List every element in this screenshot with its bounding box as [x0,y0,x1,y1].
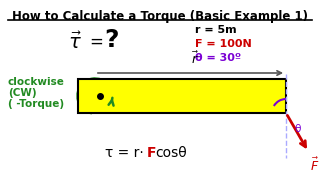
Text: clockwise: clockwise [8,77,65,87]
Text: θ = 30º: θ = 30º [195,53,241,63]
Bar [78,79,286,113]
Text: cosθ: cosθ [155,146,187,160]
Text: τ = r·: τ = r· [105,146,144,160]
Text: (CW): (CW) [8,88,36,98]
Text: $\vec{\tau}$: $\vec{\tau}$ [68,31,82,53]
Text: θ: θ [294,124,300,134]
Text: $\vec{F}$: $\vec{F}$ [310,157,320,174]
Text: ?: ? [104,28,118,52]
Text: How to Calculate a Torque (Basic Example 1): How to Calculate a Torque (Basic Example… [12,10,308,23]
Text: ( -Torque): ( -Torque) [8,99,64,109]
Text: r = 5m: r = 5m [195,25,236,35]
Text: F = 100N: F = 100N [195,39,252,49]
Text: F: F [147,146,156,160]
Text: $\vec{r}$: $\vec{r}$ [191,51,199,67]
Text: =: = [90,33,109,51]
